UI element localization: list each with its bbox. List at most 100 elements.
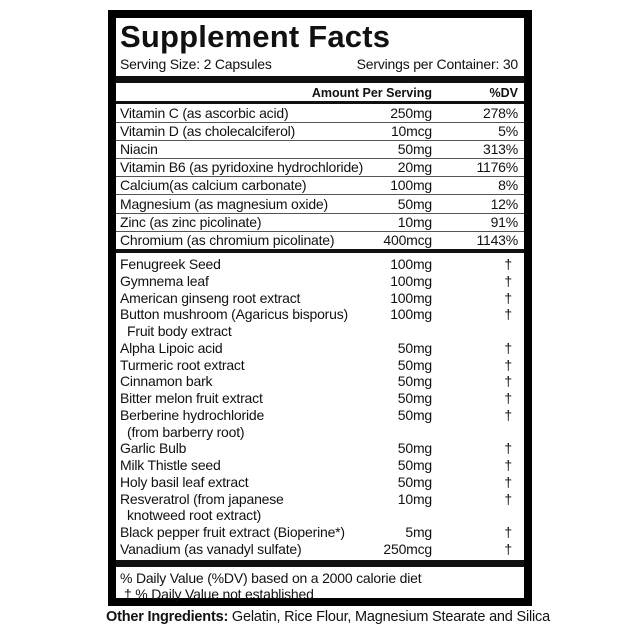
ingredient-row: Button mushroom (Agaricus bisporus) 100mg…: [116, 306, 524, 339]
ingredient-amount: 100mg: [390, 289, 432, 306]
nutrient-name: Zinc (as zinc picolinate): [120, 213, 262, 230]
dagger-icon: †: [504, 490, 512, 507]
ingredient-row: Garlic Bulb 50mg †: [116, 440, 524, 457]
ingredient-name: Berberine hydrochloride: [120, 406, 265, 423]
column-header: Amount Per Serving %DV: [116, 84, 524, 102]
nutrient-row: Vitamin D (as cholecalciferol) 10mcg 5%: [116, 122, 524, 142]
ingredient-name: Alpha Lipoic acid: [120, 339, 223, 356]
ingredient-amount: 50mg: [397, 473, 432, 490]
nutrient-dv: 1176%: [476, 159, 518, 176]
ingredient-row: Alpha Lipoic acid 50mg †: [116, 340, 524, 357]
nutrient-amount: 50mg: [397, 195, 432, 212]
nutrient-amount: 10mcg: [390, 123, 432, 140]
serving-size: Serving Size: 2 Capsules: [120, 56, 272, 72]
ingredient-name-cont: Fruit body extract: [127, 323, 232, 339]
nutrient-name: Vitamin C (as ascorbic acid): [120, 105, 289, 121]
dagger-icon: †: [504, 406, 512, 423]
ingredient-amount: 10mg: [397, 490, 432, 507]
nutrient-row: Calcium(as calcium carbonate) 100mg 8%: [116, 176, 524, 196]
ingredient-name: Cinnamon bark: [120, 373, 213, 390]
ingredient-name: Resveratrol (from japanese: [120, 490, 284, 507]
nutrient-dv: 1143%: [476, 231, 518, 248]
servings-per-container: Servings per Container: 30: [356, 56, 519, 72]
ingredient-name: Milk Thistle seed: [120, 457, 221, 473]
other-ingredients: Other Ingredients: Gelatin, Rice Flour, …: [106, 609, 550, 625]
ingredient-name: Bitter melon fruit extract: [120, 390, 263, 406]
supplement-facts-panel: Supplement Facts Serving Size: 2 Capsule…: [108, 10, 532, 606]
dagger-icon: †: [504, 256, 512, 272]
ingredient-row: Turmeric root extract 50mg †: [116, 357, 524, 374]
ingredient-amount: 100mg: [390, 256, 432, 272]
ingredient-name: Black pepper fruit extract (Bioperine*): [120, 524, 345, 540]
ingredient-row: Vanadium (as vanadyl sulfate) 250mcg †: [116, 541, 524, 558]
nutrient-row: Vitamin C (as ascorbic acid) 250mg 278%: [116, 104, 524, 123]
ingredient-row: American ginseng root extract 100mg †: [116, 290, 524, 307]
ingredient-amount: 50mg: [397, 390, 432, 406]
nutrient-amount: 50mg: [397, 141, 432, 158]
ingredient-name: Garlic Bulb: [120, 440, 187, 457]
panel-title: Supplement Facts: [120, 19, 391, 54]
ingredient-row: Black pepper fruit extract (Bioperine*) 5…: [116, 524, 524, 541]
ingredient-amount: 50mg: [397, 457, 432, 473]
ingredient-amount: 250mcg: [383, 540, 432, 557]
nutrient-name: Calcium(as calcium carbonate): [120, 177, 307, 194]
nutrient-name: Chromium (as chromium picolinate): [120, 231, 335, 248]
nutrient-row: Chromium (as chromium picolinate) 400mcg 1…: [116, 231, 524, 249]
serving-info: Serving Size: 2 Capsules Servings per Co…: [120, 56, 518, 72]
ingredient-amount: 50mg: [397, 373, 432, 390]
ingredient-row: Milk Thistle seed 50mg †: [116, 457, 524, 474]
ingredient-name: Turmeric root extract: [120, 356, 245, 373]
ingredient-amount: 100mg: [390, 306, 432, 323]
ingredient-name: Fenugreek Seed: [120, 256, 221, 272]
ingredient-row: Resveratrol (from japanese 10mg † knotweed …: [116, 490, 524, 524]
ingredient-row: Gymnema leaf 100mg †: [116, 273, 524, 290]
dagger-icon: †: [504, 306, 512, 323]
ingredient-amount: 50mg: [397, 440, 432, 457]
ingredient-name: American ginseng root extract: [120, 289, 301, 306]
divider-thick: [116, 76, 524, 83]
nutrient-amount: 100mg: [390, 177, 432, 194]
nutrient-name: Magnesium (as magnesium oxide): [120, 195, 328, 212]
nutrient-dv: 12%: [490, 195, 519, 212]
divider-medium: [116, 101, 524, 104]
dagger-icon: †: [504, 339, 512, 356]
ingredient-row: Fenugreek Seed 100mg †: [116, 256, 524, 273]
nutrient-dv: 278%: [482, 105, 518, 121]
dagger-icon: †: [504, 524, 512, 540]
dagger-icon: †: [504, 373, 512, 390]
nutrient-name: Vitamin B6 (as pyridoxine hydrochloride): [120, 159, 364, 176]
ingredient-row: Cinnamon bark 50mg †: [116, 373, 524, 390]
dagger-icon: †: [504, 272, 512, 289]
nutrient-amount: 20mg: [397, 159, 432, 176]
ingredient-name: Button mushroom (Agaricus bisporus): [120, 306, 348, 323]
nutrient-name: Vitamin D (as cholecalciferol): [120, 123, 296, 140]
other-ingredients-label: Other Ingredients:: [106, 609, 229, 625]
footnote-dv: % Daily Value (%DV) based on a 2000 calo…: [120, 570, 422, 586]
dagger-icon: †: [504, 289, 512, 306]
nutrient-row: Niacin 50mg 313%: [116, 140, 524, 160]
nutrient-row: Vitamin B6 (as pyridoxine hydrochloride)…: [116, 158, 524, 178]
ingredient-amount: 5mg: [405, 524, 432, 540]
ingredient-name-cont: (from barberry root): [127, 423, 245, 440]
dagger-icon: †: [504, 390, 512, 406]
footnote-dagger: † % Daily Value not established: [124, 586, 314, 602]
ingredient-amount: 100mg: [390, 272, 432, 289]
nutrient-dv: 5%: [498, 123, 518, 140]
dv-header: %DV: [489, 86, 518, 100]
other-ingredients-value: Gelatin, Rice Flour, Magnesium Stearate …: [228, 609, 550, 625]
amount-header: Amount Per Serving: [311, 86, 432, 100]
ingredient-amount: 50mg: [397, 406, 432, 423]
divider-thick: [116, 249, 524, 253]
ingredient-amount: 50mg: [397, 356, 432, 373]
nutrient-amount: 10mg: [397, 213, 432, 230]
dagger-icon: †: [504, 457, 512, 473]
nutrient-dv: 8%: [498, 177, 518, 194]
nutrient-dv: 91%: [490, 213, 519, 230]
ingredient-row: Bitter melon fruit extract 50mg †: [116, 390, 524, 407]
nutrient-name: Niacin: [120, 141, 158, 158]
ingredient-amount: 50mg: [397, 339, 432, 356]
nutrient-amount: 400mcg: [383, 231, 432, 248]
ingredient-row: Berberine hydrochloride 50mg † (from barber…: [116, 406, 524, 440]
dagger-icon: †: [504, 440, 512, 457]
nutrient-amount: 250mg: [390, 105, 432, 121]
